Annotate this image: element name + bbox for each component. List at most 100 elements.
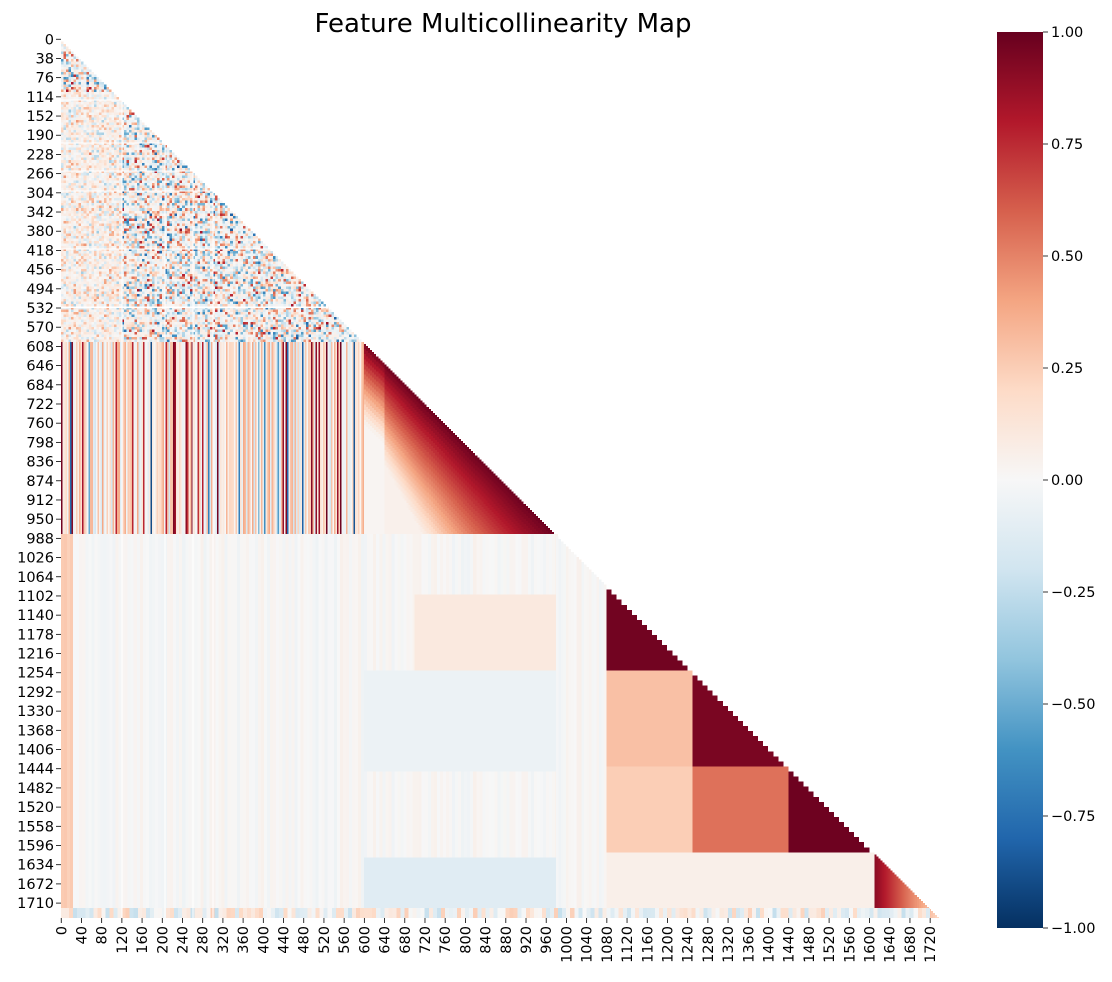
heatmap-cell [298, 278, 301, 282]
heatmap-cell [71, 54, 74, 57]
heatmap-cell [141, 218, 145, 221]
heatmap-cell [121, 104, 125, 108]
heatmap-cell [116, 145, 120, 148]
heatmap-cell [136, 291, 140, 295]
heatmap-cell [111, 162, 115, 166]
heatmap-cell [217, 276, 221, 279]
heatmap-cell [235, 256, 238, 259]
heatmap-cell [174, 238, 178, 242]
heatmap-cell [270, 258, 274, 262]
heatmap-cell [88, 225, 92, 229]
heatmap-cell [126, 185, 130, 189]
heatmap-cell [83, 155, 87, 158]
heatmap-cell [121, 253, 125, 257]
heatmap-cell [215, 266, 218, 269]
heatmap-cell [154, 220, 157, 224]
heatmap-cell [88, 236, 92, 239]
heatmap-cell [68, 266, 72, 269]
heatmap-cell [258, 258, 261, 262]
heatmap-cell [93, 281, 97, 285]
heatmap-cell [144, 253, 147, 257]
heatmap-cell [116, 215, 120, 219]
heatmap-cell [149, 281, 152, 285]
heatmap-cell [222, 253, 226, 257]
heatmap-cell [119, 104, 122, 108]
heatmap-cell [154, 246, 157, 249]
heatmap-cell [230, 213, 233, 216]
heatmap-cell [227, 258, 231, 262]
heatmap-cell [88, 127, 92, 130]
heatmap-cell [250, 281, 253, 285]
heatmap-cell [182, 170, 185, 173]
heatmap-cell [164, 286, 168, 290]
heatmap-cell [154, 134, 157, 138]
heatmap-cell [151, 134, 155, 138]
heatmap-cell [61, 119, 64, 123]
heatmap-cell [63, 97, 67, 100]
heatmap-cell [194, 205, 198, 209]
heatmap-cell [76, 238, 79, 242]
heatmap-cell [139, 281, 142, 285]
heatmap-cell [167, 157, 170, 161]
heatmap-cell [88, 99, 92, 103]
heatmap-cell [93, 134, 97, 138]
heatmap-cell [81, 236, 84, 239]
heatmap-cell [103, 97, 107, 100]
heatmap-cell [144, 175, 147, 178]
heatmap-cell [146, 157, 150, 161]
heatmap-cell [131, 218, 135, 221]
heatmap-cell [71, 165, 74, 168]
heatmap-cell [121, 268, 125, 272]
heatmap-cell [106, 109, 109, 113]
heatmap-cell [126, 220, 130, 224]
heatmap-cell [156, 137, 160, 141]
heatmap-cell [83, 64, 87, 67]
heatmap-cell [131, 230, 135, 234]
heatmap-cell [164, 220, 168, 224]
heatmap-cell [146, 210, 150, 214]
heatmap-cell [63, 236, 67, 239]
heatmap-cell [141, 253, 145, 257]
heatmap-cell [306, 289, 309, 292]
heatmap-cell [192, 182, 195, 186]
heatmap-cell [111, 175, 115, 178]
heatmap-cell [199, 238, 203, 242]
heatmap-cell [76, 266, 79, 269]
heatmap-cell [88, 286, 92, 290]
heatmap-cell [103, 284, 107, 287]
heatmap-cell [68, 230, 72, 234]
heatmap-cell [93, 129, 97, 133]
heatmap-cell [88, 268, 92, 272]
heatmap-cell [139, 236, 142, 239]
heatmap-cell [288, 286, 291, 290]
heatmap-cell [172, 198, 175, 201]
heatmap-cell [96, 230, 99, 234]
heatmap-cell [167, 273, 170, 277]
heatmap-cell [263, 243, 266, 247]
heatmap-cell [78, 134, 82, 138]
heatmap-cell [177, 170, 180, 173]
heatmap-cell [141, 188, 145, 191]
heatmap-cell [154, 258, 157, 262]
heatmap-cell [106, 89, 109, 93]
heatmap-cell [116, 193, 120, 196]
heatmap-cell [156, 251, 160, 254]
heatmap-cell [86, 182, 89, 186]
heatmap-cell [237, 273, 241, 277]
heatmap-cell [81, 124, 84, 128]
heatmap-cell [141, 142, 145, 146]
heatmap-cell [68, 198, 72, 201]
heatmap-cell [61, 182, 64, 186]
heatmap-cell [144, 208, 147, 211]
heatmap-cell [98, 276, 102, 279]
heatmap-cell [71, 102, 74, 105]
heatmap-cell [146, 137, 150, 141]
heatmap-cell [167, 261, 170, 264]
heatmap-cell [230, 278, 233, 282]
heatmap-cell [182, 263, 185, 267]
heatmap-cell [212, 263, 216, 267]
heatmap-cell [96, 142, 99, 146]
heatmap-cell [149, 284, 152, 287]
heatmap-cell [184, 213, 188, 216]
heatmap-cell [116, 175, 120, 178]
